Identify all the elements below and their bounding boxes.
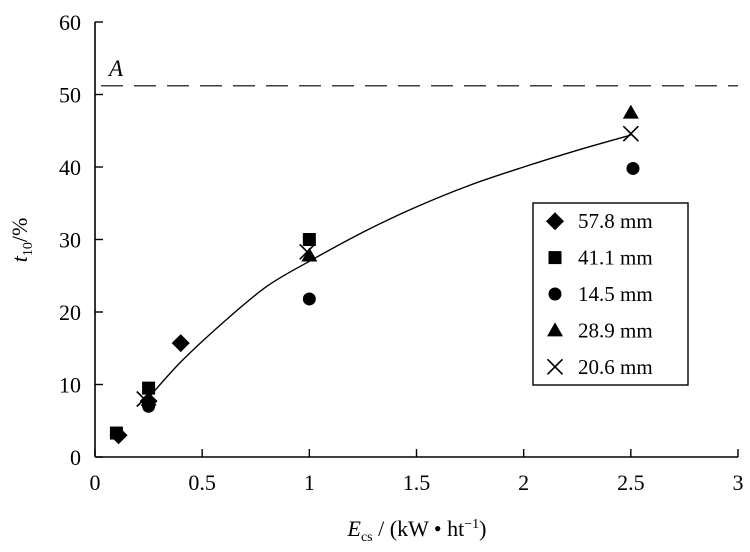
reference-line-group: A xyxy=(101,56,738,87)
y-tick-label: 0 xyxy=(70,445,81,470)
legend-marker-triangle xyxy=(547,322,563,337)
data-point-cross xyxy=(299,243,316,260)
legend-entry-label: 14.5 mm xyxy=(578,282,653,306)
x-tick-label: 2 xyxy=(518,470,529,495)
x-tick-label: 3 xyxy=(733,470,744,495)
legend-marker-square xyxy=(548,251,562,265)
y-tick-label: 40 xyxy=(59,155,81,180)
legend-entry-label: 41.1 mm xyxy=(578,246,653,270)
data-point-square xyxy=(109,426,123,440)
data-point-triangle xyxy=(140,391,157,406)
data-point-triangle xyxy=(622,104,639,119)
legend-marker-cross xyxy=(546,358,564,375)
fit-curve xyxy=(143,134,631,404)
x-tick-label: 1 xyxy=(304,470,315,495)
x-axis-ticks: 0 0.5 1 1.5 2 2.5 3 xyxy=(90,449,744,495)
data-point-square xyxy=(302,233,316,246)
y-tick-label: 10 xyxy=(59,373,81,398)
y-tick-label: 50 xyxy=(59,83,81,108)
data-point-square xyxy=(142,381,156,395)
reference-line-label: A xyxy=(107,56,124,81)
legend-entry-label: 20.6 mm xyxy=(578,355,653,379)
x-tick-label: 0.5 xyxy=(188,470,216,495)
y-tick-label: 30 xyxy=(59,228,81,253)
legend-marker-circle xyxy=(548,287,562,301)
y-tick-label: 20 xyxy=(59,300,81,325)
legend-marker-diamond xyxy=(546,212,564,231)
data-point-circle xyxy=(626,161,640,175)
legend-entry-label: 28.9 mm xyxy=(578,318,653,342)
data-point-diamond xyxy=(171,334,190,353)
data-point-circle xyxy=(302,292,316,306)
x-axis-label: Ecs / (kW • ht−1) xyxy=(347,516,487,545)
x-tick-label: 0 xyxy=(90,470,101,495)
y-axis-ticks: 0 10 20 30 40 50 60 xyxy=(59,10,103,470)
legend-entry-label: 57.8 mm xyxy=(578,209,653,233)
x-tick-label: 1.5 xyxy=(403,470,431,495)
fit-curve-group xyxy=(143,134,631,404)
axis-labels: Ecs / (kW • ht−1) t10/% xyxy=(7,218,486,545)
y-axis-label: t10/% xyxy=(7,218,36,263)
x-tick-label: 2.5 xyxy=(617,470,645,495)
y-tick-label: 60 xyxy=(59,10,81,35)
legend: 57.8 mm 41.1 mm 14.5 mm 28.9 mm 20.6 mm xyxy=(532,202,689,386)
data-points xyxy=(109,104,640,445)
data-point-cross xyxy=(136,390,153,408)
data-point-cross xyxy=(622,125,639,142)
